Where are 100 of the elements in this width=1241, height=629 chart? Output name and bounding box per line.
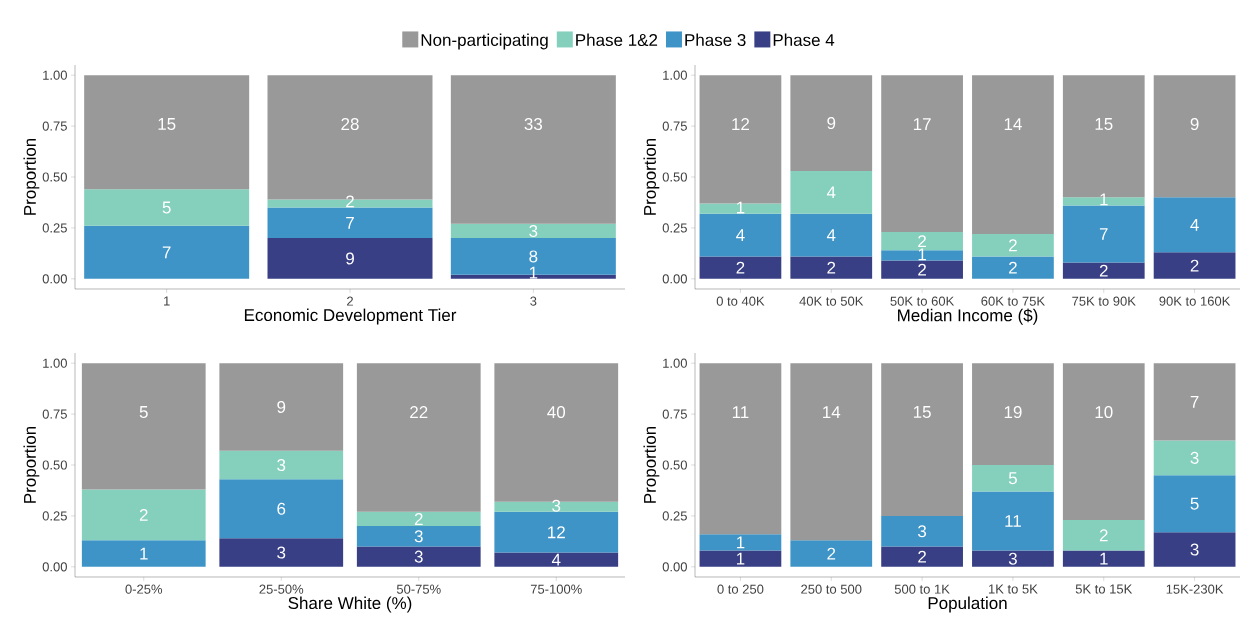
bar — [699, 363, 782, 535]
bar — [972, 465, 1054, 492]
bar — [356, 511, 481, 527]
bar — [972, 550, 1054, 567]
bar — [81, 540, 206, 567]
y-axis-title: Proportion — [643, 426, 660, 503]
y-tick-label: 0.50 — [42, 460, 67, 470]
bar — [699, 534, 782, 551]
annotation: 2 — [1009, 239, 1017, 252]
annotation: 12 — [548, 526, 565, 539]
y-tick-label: 0.00 — [42, 274, 67, 284]
annotation: 12 — [732, 118, 750, 130]
annotation: 1 — [1100, 193, 1108, 206]
annotation: 9 — [346, 252, 354, 265]
bar — [790, 363, 873, 541]
annotation: 9 — [827, 117, 836, 130]
y-axis-title: Proportion — [23, 426, 40, 503]
annotation: 1 — [737, 552, 745, 565]
bar — [972, 256, 1054, 279]
bar — [1153, 197, 1236, 253]
annotation: 3 — [277, 546, 286, 559]
annotation: 2 — [827, 261, 836, 274]
annotation: 5 — [1190, 497, 1199, 510]
y-tick-label: 0.75 — [662, 121, 687, 131]
y-tick-label: 0.75 — [662, 409, 687, 419]
x-tick-label: 2 — [347, 296, 353, 306]
x-tick-label: 0 to 40K — [716, 296, 765, 306]
y-tick-label: 0.25 — [662, 511, 687, 521]
annotation: 15 — [913, 406, 931, 418]
y-axis-title: Proportion — [23, 138, 40, 215]
annotation: 3 — [277, 458, 286, 472]
annotation: 9 — [1190, 118, 1199, 131]
bar — [1153, 75, 1236, 198]
bar — [790, 213, 873, 257]
annotation: 14 — [1004, 118, 1022, 130]
bar — [1153, 252, 1236, 279]
annotation: 19 — [1004, 406, 1022, 419]
x-tick-label: 40K to 50K — [799, 296, 864, 306]
bar — [972, 363, 1054, 465]
annotation: 2 — [414, 513, 423, 525]
annotation: 22 — [410, 406, 428, 418]
bar — [699, 213, 782, 257]
annotation: 3 — [529, 224, 538, 237]
y-tick-label: 0.50 — [662, 172, 687, 182]
bar — [84, 189, 250, 226]
annotation: 2 — [1099, 264, 1108, 277]
annotation: 4 — [826, 186, 836, 199]
x-tick-label: 500 to 1K — [894, 584, 950, 594]
x-axis-title: Share White (%) — [288, 596, 412, 613]
annotation: 8 — [529, 250, 538, 263]
annotation: 3 — [1190, 543, 1199, 556]
y-tick-label: 0.00 — [662, 274, 687, 284]
annotation: 5 — [1008, 472, 1017, 485]
x-tick-label: 25-50% — [259, 584, 304, 594]
annotation: 15 — [1095, 118, 1113, 130]
bar — [1153, 475, 1236, 533]
x-tick-label: 15K-230K — [1166, 584, 1224, 594]
bar — [1153, 440, 1236, 476]
bar — [972, 491, 1054, 551]
annotation: 6 — [277, 502, 286, 515]
bar — [84, 75, 250, 190]
annotation: 1 — [529, 266, 538, 279]
y-axis-title: Proportion — [643, 138, 660, 215]
annotation: 11 — [732, 406, 749, 418]
bar — [450, 223, 616, 239]
bar — [699, 256, 782, 279]
annotation: 3 — [1008, 552, 1017, 565]
bar — [1062, 205, 1145, 263]
bar — [267, 207, 433, 239]
bar — [219, 538, 344, 567]
x-tick-label: 5K to 15K — [1075, 584, 1133, 594]
annotation: 2 — [736, 261, 745, 274]
annotation: 28 — [341, 118, 359, 131]
bar — [267, 238, 433, 279]
x-tick-label: 250 to 500 — [801, 584, 862, 594]
x-tick-label: 1K to 5K — [988, 584, 1038, 594]
annotation: 1 — [918, 248, 926, 261]
bar — [494, 501, 619, 512]
bar — [881, 546, 963, 567]
y-tick-label: 0.25 — [42, 223, 67, 233]
x-tick-label: 0-25% — [125, 584, 163, 594]
annotation: 7 — [1099, 228, 1108, 240]
y-tick-label: 1.00 — [43, 70, 67, 80]
bar — [84, 225, 250, 279]
annotation: 4 — [826, 229, 836, 241]
annotation: 3 — [1190, 451, 1199, 464]
bar — [1062, 550, 1145, 567]
bar — [219, 479, 344, 539]
bar — [881, 250, 963, 261]
annotation: 3 — [552, 499, 561, 512]
annotation: 9 — [277, 400, 286, 413]
legend-label: Phase 3 — [685, 33, 746, 47]
annotation: 33 — [524, 118, 543, 131]
x-tick-label: 50K to 60K — [890, 296, 955, 306]
x-tick-label: 75-100% — [530, 584, 582, 594]
x-axis-title: Economic Development Tier — [244, 308, 457, 325]
bar — [356, 363, 481, 512]
bar — [219, 450, 344, 480]
annotation: 10 — [1095, 406, 1113, 419]
annotation: 1 — [737, 201, 745, 214]
